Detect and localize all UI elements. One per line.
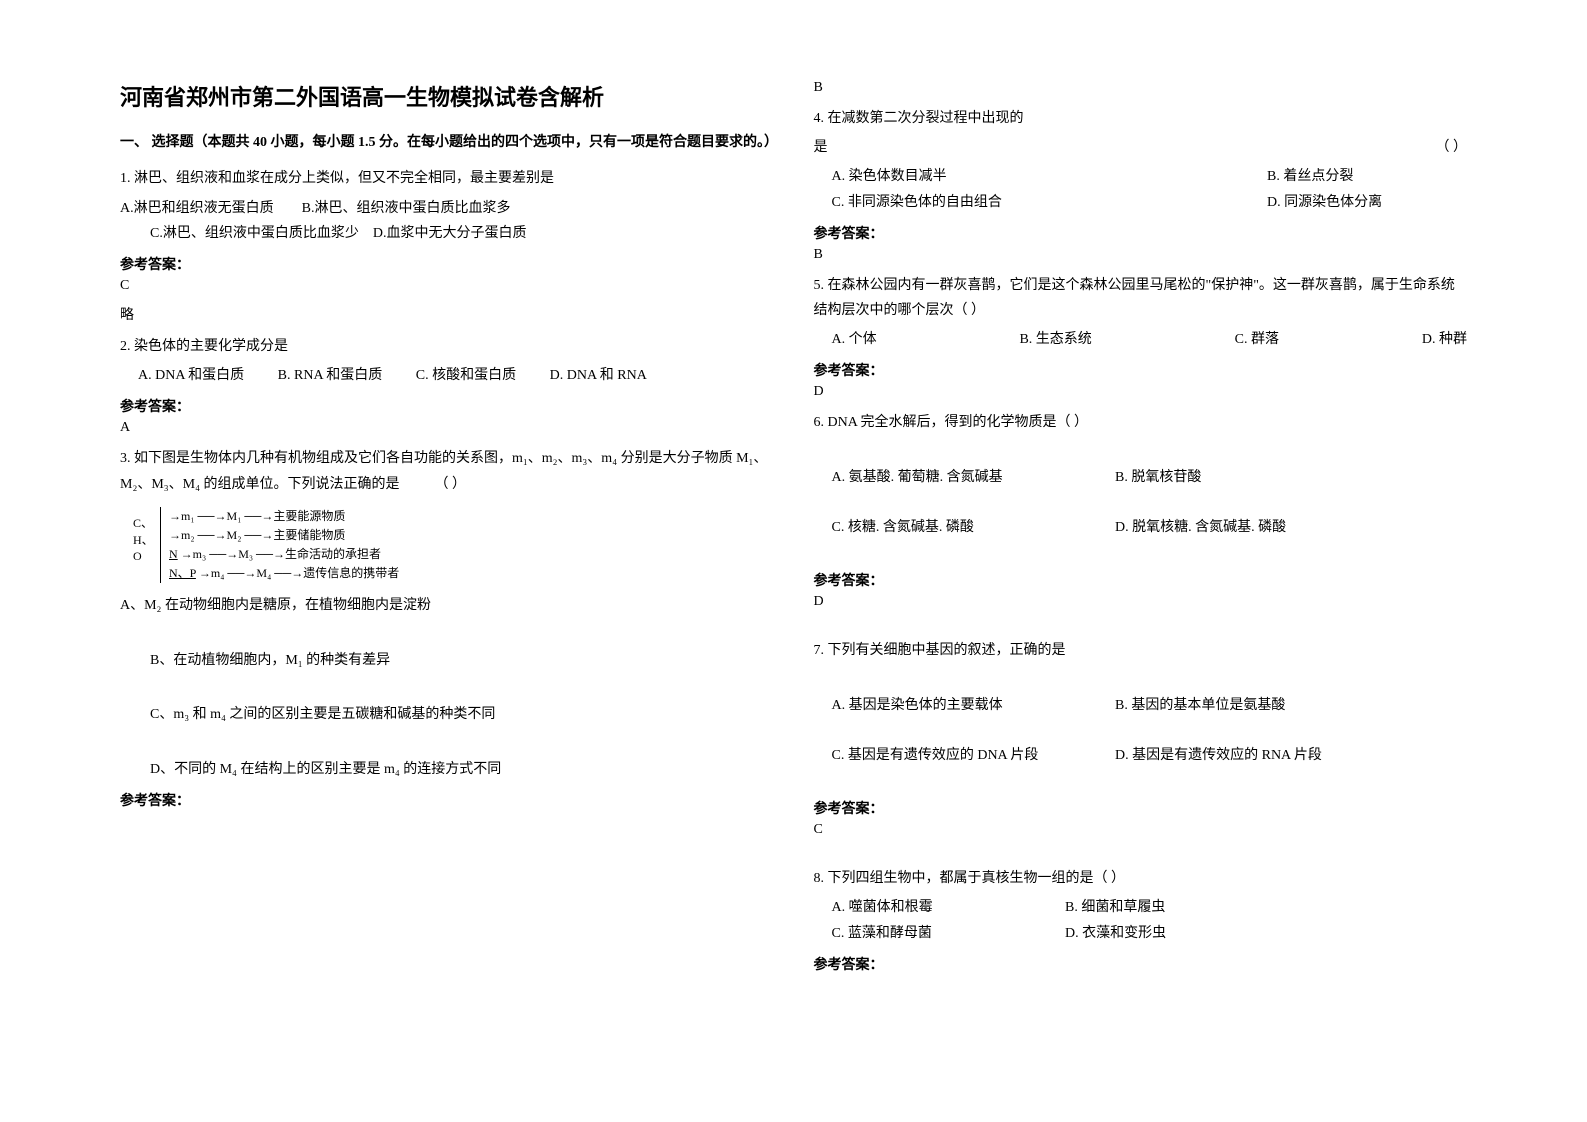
q5-text: 5. 在森林公园内有一群灰喜鹊，它们是这个森林公园里马尾松的"保护神"。这一群灰… [814, 273, 1468, 323]
question-8: 8. 下列四组生物中，都属于真核生物一组的是（ ） A. 噬菌体和根霉 B. 细… [814, 866, 1468, 946]
question-5: 5. 在森林公园内有一群灰喜鹊，它们是这个森林公园里马尾松的"保护神"。这一群灰… [814, 273, 1468, 353]
q3-row4-text: →m₄ ──→M₄ ──→遗传信息的携带者 [199, 566, 399, 580]
q7-row1: A. 基因是染色体的主要载体 B. 基因的基本单位是氨基酸 [832, 693, 1468, 718]
q7-optA: A. 基因是染色体的主要载体 [832, 693, 1082, 718]
q2-optC: C. 核酸和蛋白质 [416, 363, 516, 388]
right-column: B 4. 在减数第二次分裂过程中出现的 是 （ ） A. 染色体数目减半 B. … [794, 80, 1488, 1042]
q6-optD: D. 脱氧核糖. 含氮碱基. 磷酸 [1115, 515, 1286, 540]
left-column: 河南省郑州市第二外国语高一生物模拟试卷含解析 一、 选择题（本题共 40 小题，… [100, 80, 794, 1042]
q2-answer-label: 参考答案： [120, 396, 774, 416]
q4-optA: A. 染色体数目减半 [832, 164, 1268, 189]
q4-row2: C. 非同源染色体的自由组合 D. 同源染色体分离 [832, 190, 1468, 215]
q7-optC: C. 基因是有遗传效应的 DNA 片段 [832, 743, 1082, 768]
q6-optC: C. 核糖. 含氮碱基. 磷酸 [832, 515, 1082, 540]
q1-answer-label: 参考答案： [120, 254, 774, 274]
q3-np-label: N、P [169, 566, 196, 580]
q4-optB: B. 着丝点分裂 [1267, 164, 1467, 189]
q2-optD: D. DNA 和 RNA [550, 363, 647, 388]
question-4: 4. 在减数第二次分裂过程中出现的 是 （ ） A. 染色体数目减半 B. 着丝… [814, 106, 1468, 215]
q3-diagram: C、 H、 O →m₁ ──→M₁ ──→主要能源物质 →m₂ ──→M₂ ──… [160, 507, 774, 584]
q1-options-row1: A.淋巴和组织液无蛋白质 B.淋巴、组织液中蛋白质比血浆多 [120, 196, 774, 221]
q3-row4: N、P →m₄ ──→M₄ ──→遗传信息的携带者 [169, 564, 774, 583]
q7-optB: B. 基因的基本单位是氨基酸 [1115, 693, 1285, 718]
q8-row2: C. 蓝藻和酵母菌 D. 衣藻和变形虫 [832, 921, 1468, 946]
q5-optA: A. 个体 [832, 327, 877, 352]
q8-row1: A. 噬菌体和根霉 B. 细菌和草履虫 [832, 895, 1468, 920]
q8-optC: C. 蓝藻和酵母菌 [832, 921, 1032, 946]
q3-text: 3. 如下图是生物体内几种有机物组成及它们各自功能的关系图，m₁、m₂、m₃、m… [120, 446, 774, 496]
q2-text: 2. 染色体的主要化学成分是 [120, 334, 774, 359]
q6-row1: A. 氨基酸. 葡萄糖. 含氮碱基 B. 脱氧核苷酸 [832, 465, 1468, 490]
q5-answer-label: 参考答案： [814, 360, 1468, 380]
q8-optB: B. 细菌和草履虫 [1065, 895, 1165, 920]
q1-optD: D.血浆中无大分子蛋白质 [373, 226, 527, 241]
q8-text: 8. 下列四组生物中，都属于真核生物一组的是（ ） [814, 866, 1468, 891]
q7-answer-label: 参考答案： [814, 798, 1468, 818]
q3-cho2: H、 [133, 533, 154, 547]
q3-row1: →m₁ ──→M₁ ──→主要能源物质 [169, 507, 774, 526]
q6-answer-label: 参考答案： [814, 570, 1468, 590]
q3-optC: C、m₃ 和 m₄ 之间的区别主要是五碳糖和碱基的种类不同 [150, 702, 774, 727]
q3-row3-text: →m₃ ──→M₃ ──→生命活动的承担者 [181, 547, 381, 561]
q5-optB: B. 生态系统 [1019, 327, 1091, 352]
q3-answer: B [814, 80, 1468, 96]
q6-text: 6. DNA 完全水解后，得到的化学物质是（ ） [814, 410, 1468, 435]
q2-options: A. DNA 和蛋白质 B. RNA 和蛋白质 C. 核酸和蛋白质 D. DNA… [138, 363, 774, 388]
q7-answer: C [814, 822, 1468, 838]
q1-note: 略 [120, 304, 774, 324]
q4-row1: A. 染色体数目减半 B. 着丝点分裂 [832, 164, 1468, 189]
q4-blank: （ ） [1436, 135, 1468, 160]
q5-options: A. 个体 B. 生态系统 C. 群落 D. 种群 [832, 327, 1468, 352]
q1-answer: C [120, 278, 774, 294]
question-2: 2. 染色体的主要化学成分是 A. DNA 和蛋白质 B. RNA 和蛋白质 C… [120, 334, 774, 388]
q6-optB: B. 脱氧核苷酸 [1115, 465, 1201, 490]
q4-optC: C. 非同源染色体的自由组合 [832, 190, 1268, 215]
q3-optD: D、不同的 M₄ 在结构上的区别主要是 m₄ 的连接方式不同 [150, 757, 774, 782]
question-1: 1. 淋巴、组织液和血浆在成分上类似，但又不完全相同，最主要差别是 A.淋巴和组… [120, 166, 774, 246]
q8-optD: D. 衣藻和变形虫 [1065, 921, 1166, 946]
q1-optB: B.淋巴、组织液中蛋白质比血浆多 [302, 201, 511, 216]
exam-title: 河南省郑州市第二外国语高一生物模拟试卷含解析 [120, 80, 774, 112]
q2-optB: B. RNA 和蛋白质 [278, 363, 383, 388]
q3-n-label: N [169, 547, 178, 561]
q3-cho3: O [133, 549, 142, 563]
q4-answer-label: 参考答案： [814, 223, 1468, 243]
q4-text2: 是 （ ） [814, 135, 1468, 160]
q3-cho1: C、 [133, 516, 153, 530]
q6-answer: D [814, 594, 1468, 610]
q4-optD: D. 同源染色体分离 [1267, 190, 1467, 215]
q4-answer: B [814, 247, 1468, 263]
q3-answer-label: 参考答案： [120, 790, 774, 810]
q5-answer: D [814, 384, 1468, 400]
q1-optA: A.淋巴和组织液无蛋白质 [120, 201, 274, 216]
q1-options-row2: C.淋巴、组织液中蛋白质比血浆少 D.血浆中无大分子蛋白质 [150, 221, 774, 246]
q3-cho-label: C、 H、 O [133, 515, 154, 565]
section-header: 一、 选择题（本题共 40 小题，每小题 1.5 分。在每小题给出的四个选项中，… [120, 132, 774, 154]
q5-optD: D. 种群 [1422, 327, 1467, 352]
q6-row2: C. 核糖. 含氮碱基. 磷酸 D. 脱氧核糖. 含氮碱基. 磷酸 [832, 515, 1468, 540]
q3-row2: →m₂ ──→M₂ ──→主要储能物质 [169, 526, 774, 545]
q7-optD: D. 基因是有遗传效应的 RNA 片段 [1115, 743, 1322, 768]
q8-answer-label: 参考答案： [814, 954, 1468, 974]
q7-text: 7. 下列有关细胞中基因的叙述，正确的是 [814, 638, 1468, 663]
question-3: 3. 如下图是生物体内几种有机物组成及它们各自功能的关系图，m₁、m₂、m₃、m… [120, 446, 774, 781]
q3-optA: A、M₂ 在动物细胞内是糖原，在植物细胞内是淀粉 [120, 593, 774, 618]
q7-row2: C. 基因是有遗传效应的 DNA 片段 D. 基因是有遗传效应的 RNA 片段 [832, 743, 1468, 768]
question-6: 6. DNA 完全水解后，得到的化学物质是（ ） A. 氨基酸. 葡萄糖. 含氮… [814, 410, 1468, 540]
q3-optB: B、在动植物细胞内，M₁ 的种类有差异 [150, 648, 774, 673]
q1-optC: C.淋巴、组织液中蛋白质比血浆少 [150, 226, 359, 241]
q2-answer: A [120, 420, 774, 436]
q1-text: 1. 淋巴、组织液和血浆在成分上类似，但又不完全相同，最主要差别是 [120, 166, 774, 191]
question-7: 7. 下列有关细胞中基因的叙述，正确的是 A. 基因是染色体的主要载体 B. 基… [814, 638, 1468, 768]
q4-text1: 4. 在减数第二次分裂过程中出现的 [814, 106, 1468, 131]
q6-optA: A. 氨基酸. 葡萄糖. 含氮碱基 [832, 465, 1082, 490]
q3-blank: （ ） [435, 477, 467, 492]
q4-text2-span: 是 [814, 140, 828, 155]
q5-optC: C. 群落 [1235, 327, 1279, 352]
q3-row3: N →m₃ ──→M₃ ──→生命活动的承担者 [169, 545, 774, 564]
q2-optA: A. DNA 和蛋白质 [138, 363, 244, 388]
q8-optA: A. 噬菌体和根霉 [832, 895, 1032, 920]
